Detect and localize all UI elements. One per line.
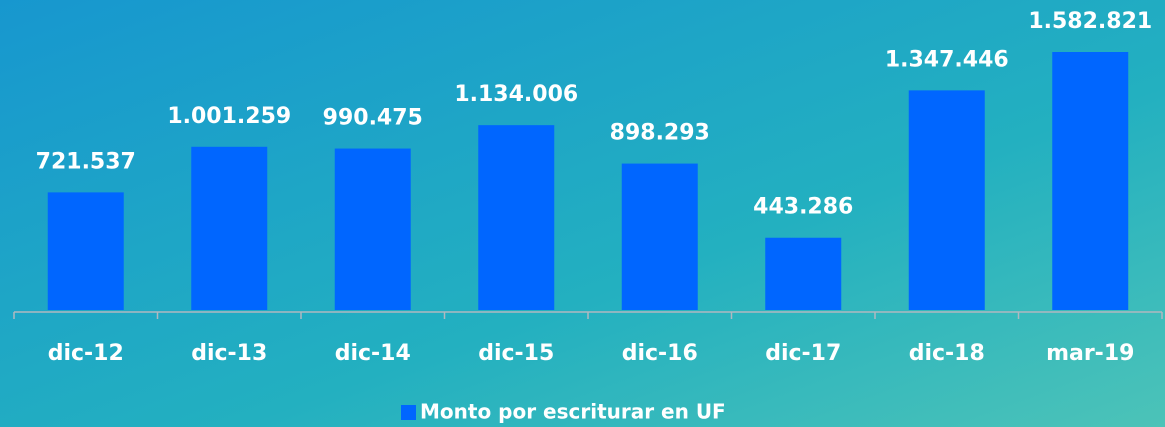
data-label: 443.286 [753, 195, 853, 220]
x-tick-label: dic-17 [765, 341, 841, 366]
bar [334, 148, 411, 310]
data-label: 1.582.821 [1028, 9, 1152, 34]
bar [765, 237, 842, 310]
bar [1052, 52, 1129, 310]
x-tick-label: dic-15 [478, 341, 554, 366]
data-label: 1.347.446 [885, 47, 1009, 72]
data-label: 990.475 [323, 106, 423, 131]
bar [47, 192, 124, 310]
bar [621, 163, 698, 310]
data-label: 898.293 [610, 121, 710, 146]
data-label: 1.134.006 [454, 82, 578, 107]
legend-swatch [401, 405, 416, 420]
data-label: 1.001.259 [167, 104, 291, 129]
x-tick-label: dic-13 [191, 341, 267, 366]
x-tick-label: dic-14 [335, 341, 411, 366]
bar [478, 125, 555, 311]
bar [908, 90, 985, 310]
bar [191, 146, 268, 310]
x-tick-label: mar-19 [1046, 341, 1134, 366]
legend-label: Monto por escriturar en UF [420, 400, 726, 424]
x-tick-label: dic-12 [48, 341, 124, 366]
x-tick-label: dic-16 [622, 341, 698, 366]
x-tick-label: dic-18 [909, 341, 985, 366]
data-label: 721.537 [36, 149, 136, 174]
